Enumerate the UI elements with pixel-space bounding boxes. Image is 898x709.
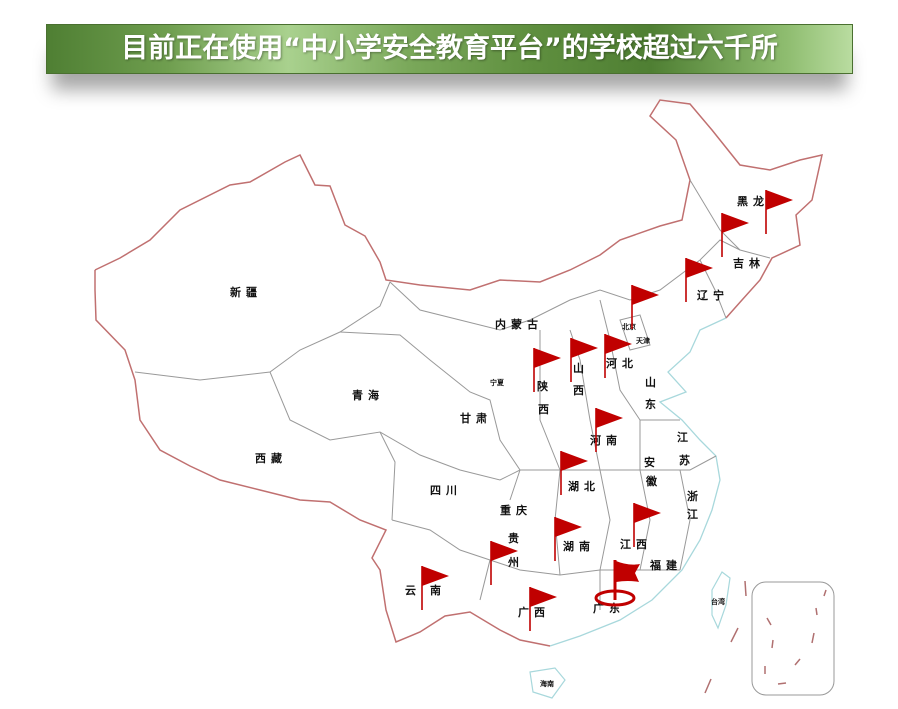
province-label: 山: [645, 375, 661, 389]
south-china-sea-inset: [751, 581, 835, 696]
province-label: 四川: [430, 484, 462, 497]
province-label: 山: [573, 361, 589, 375]
flag-icon: [605, 334, 632, 354]
flag-icon: [596, 408, 623, 428]
province-borders: [134, 179, 771, 610]
flag-marker-湖南[interactable]: [554, 517, 582, 561]
flag-icon: [634, 503, 661, 523]
province-label: 宁夏: [490, 378, 505, 387]
province-label: 东: [645, 397, 661, 411]
province-label: 重庆: [500, 503, 532, 517]
flag-marker-山西[interactable]: [570, 338, 598, 382]
flag-icon: [766, 190, 793, 210]
taiwan-island: [711, 571, 731, 630]
flag-marker-河北[interactable]: [604, 334, 632, 378]
flag-icon: [632, 285, 659, 305]
flag-icon: [534, 348, 561, 368]
province-label: 贵: [508, 531, 524, 545]
province-label: 广东: [593, 601, 625, 615]
country-outline: [94, 99, 823, 319]
flag-marker-云南[interactable]: [421, 566, 449, 610]
flag-marker-贵州[interactable]: [490, 541, 518, 585]
flag-icon: [686, 258, 713, 278]
province-label: 西藏: [255, 451, 287, 465]
province-label: 湖北: [568, 479, 600, 493]
flag-icon: [561, 451, 588, 471]
province-label: 江: [677, 430, 693, 444]
flag-marker-吉林[interactable]: [721, 213, 749, 257]
flag-icon: [491, 541, 518, 561]
title: 目前正在使用“中小学安全教育平台”的学校超过六千所: [121, 33, 778, 64]
province-label: 福建: [649, 558, 682, 572]
flag-marker-辽宁[interactable]: [685, 258, 713, 302]
province-label: 西: [573, 384, 589, 397]
province-label: 台湾: [711, 597, 725, 606]
flag-icon: [571, 338, 598, 358]
province-label: 吉林: [733, 256, 765, 270]
province-label: 河北: [606, 356, 638, 370]
province-label: 湖南: [563, 539, 595, 553]
province-label: 黑龙: [737, 194, 769, 208]
flag-marker-河南[interactable]: [595, 408, 623, 452]
province-label: 青海: [352, 388, 384, 402]
title-banner: 目前正在使用“中小学安全教育平台”的学校超过六千所: [46, 24, 853, 74]
flag-icon: [530, 587, 557, 607]
province-label: 江西: [620, 537, 652, 551]
province-label: 北京: [622, 322, 636, 331]
province-label: 内蒙古: [495, 317, 543, 331]
flag-marker-黑龙江[interactable]: [765, 190, 793, 234]
hainan-island: [529, 667, 566, 699]
province-label: 海南: [540, 679, 554, 688]
province-label: 南: [430, 583, 446, 597]
province-label: 浙: [687, 489, 703, 503]
flag-markers: [421, 190, 793, 631]
province-label: 安: [644, 455, 660, 469]
province-label: 辽宁: [697, 288, 729, 302]
flag-marker-江西[interactable]: [633, 503, 661, 547]
flag-marker-湖北[interactable]: [560, 451, 588, 495]
flag-marker-北京[interactable]: [631, 285, 659, 329]
province-label: 江: [687, 507, 703, 521]
province-label: 河南: [590, 433, 622, 447]
province-label: 徽: [645, 474, 662, 488]
province-label: 天津: [636, 336, 650, 345]
province-label: 新疆: [230, 285, 262, 299]
province-label: 广西: [518, 605, 550, 619]
flag-icon: [616, 561, 640, 582]
southwest-border: [94, 270, 551, 647]
flag-marker-广西[interactable]: [529, 587, 557, 631]
highlight-flag[interactable]: [594, 560, 640, 607]
province-label: 陕: [537, 379, 553, 393]
flag-icon: [555, 517, 582, 537]
province-label: 西: [538, 403, 554, 416]
province-label: 云: [405, 584, 421, 597]
flag-icon: [722, 213, 749, 233]
flag-icon: [422, 566, 449, 586]
nine-dash-line: [704, 580, 827, 694]
flag-marker-陕西[interactable]: [533, 348, 561, 392]
province-label: 苏: [679, 453, 695, 467]
province-label: 甘肃: [460, 411, 492, 425]
province-label: 州: [507, 556, 524, 569]
